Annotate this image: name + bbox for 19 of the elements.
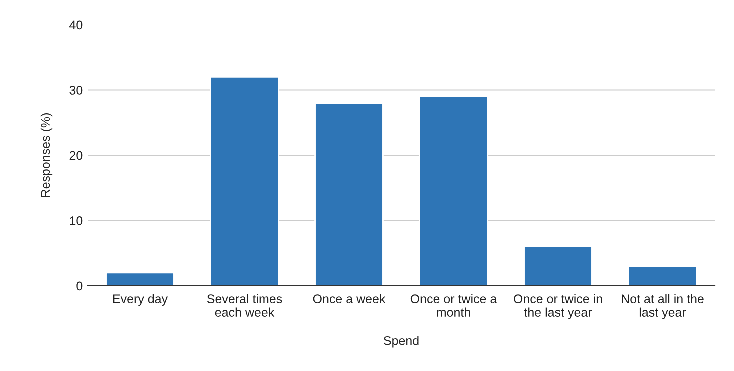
x-tick-label: Not at all in the last year (622, 294, 704, 320)
y-axis-title: Responses (%) (40, 114, 53, 198)
x-tick-label: Once or twice in the last year (514, 294, 602, 320)
x-axis-title: Spend (384, 336, 419, 348)
x-tick-label: Several times each week (207, 294, 282, 317)
y-tick-label: 30 (70, 86, 83, 95)
y-tick-label: 10 (70, 216, 83, 226)
bar (524, 246, 593, 286)
bar (314, 102, 384, 286)
y-tick-label: 0 (76, 282, 83, 291)
x-tick-label: Once a week (313, 294, 386, 304)
bar (419, 96, 488, 286)
x-tick-label: Once or twice a month (410, 294, 498, 317)
bar (628, 266, 698, 286)
x-tick-label: Every day (113, 294, 168, 306)
bar (106, 272, 175, 286)
y-tick-label: 20 (70, 151, 83, 160)
y-tick-label: 40 (70, 20, 83, 30)
bar (210, 76, 280, 286)
